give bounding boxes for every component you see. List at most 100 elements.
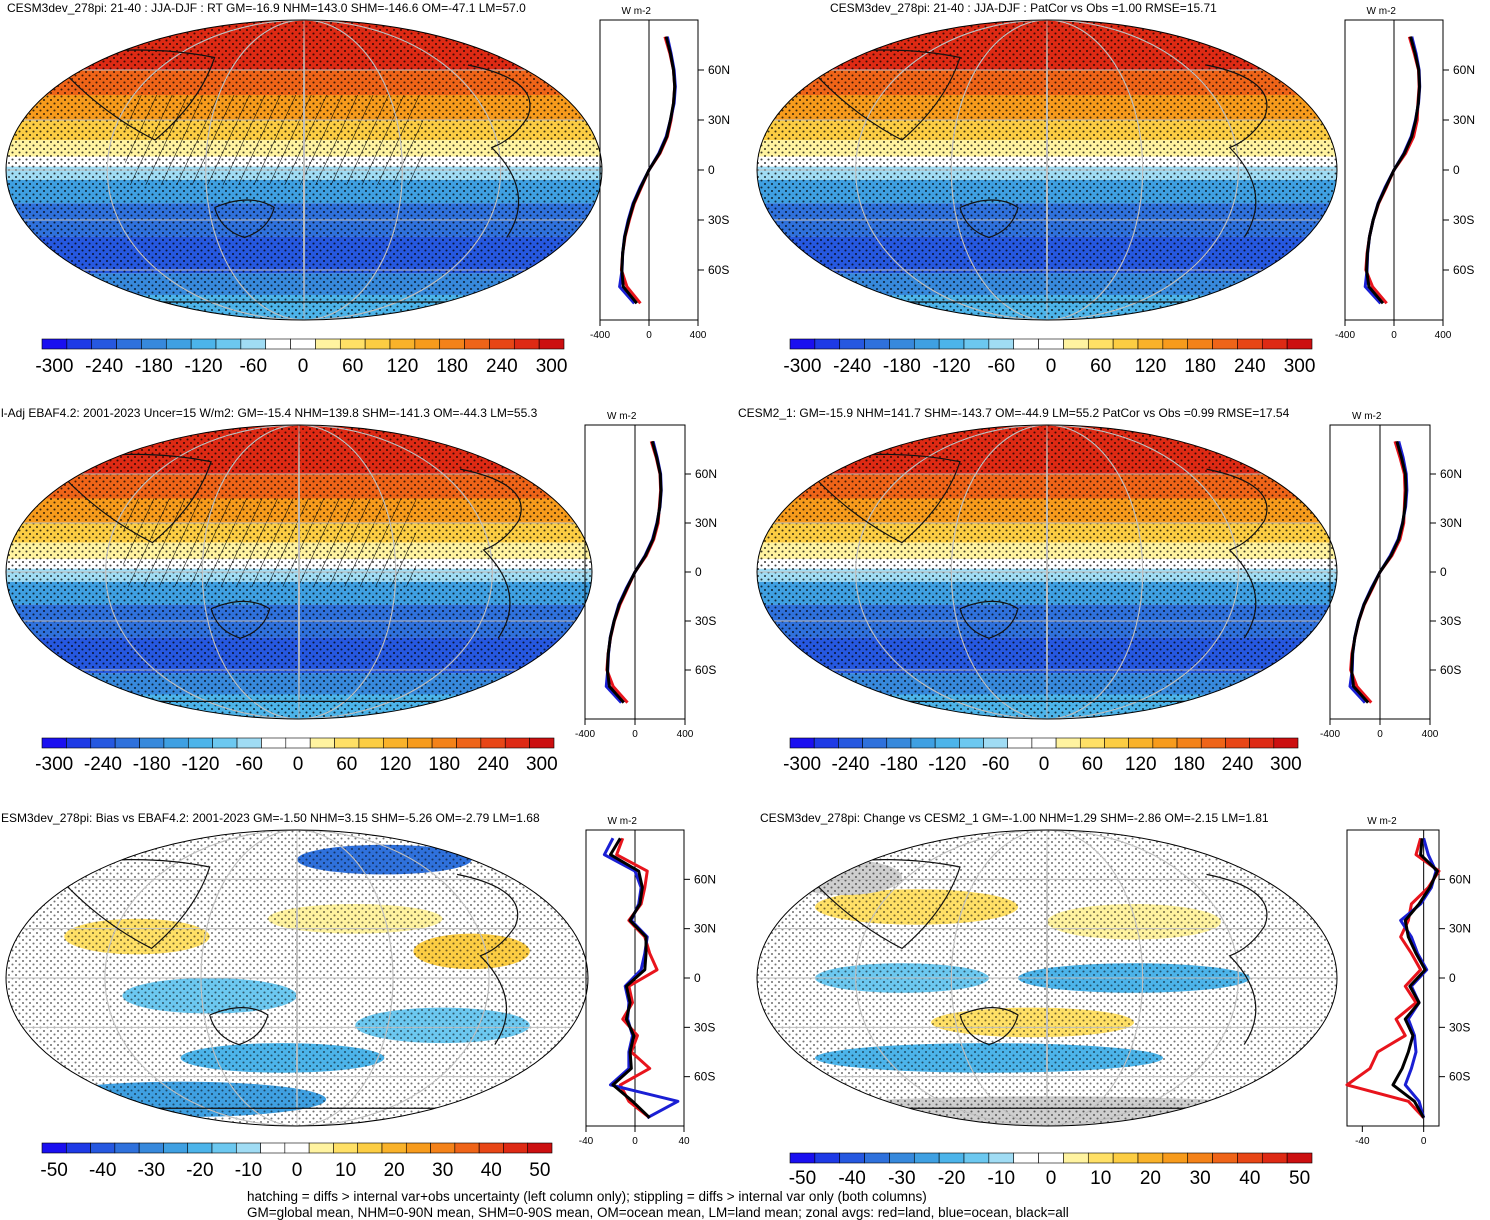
colorbar-tick-label: -180 xyxy=(883,356,921,377)
zonal-ytick-label: 30S xyxy=(708,213,729,227)
map-outline xyxy=(756,829,1338,1127)
colorbar-swatch xyxy=(1087,338,1114,350)
colorbar-tick-label: 0 xyxy=(293,754,304,775)
colorbar-swatch xyxy=(1237,1152,1263,1164)
zonal-xtick-label: 0 xyxy=(632,729,638,740)
colorbar-swatch xyxy=(938,338,965,350)
colorbar-swatch xyxy=(163,1142,189,1154)
colorbar-swatch xyxy=(315,338,341,350)
colorbar-tick-label: 30 xyxy=(432,1160,453,1181)
zonal-ytick-label: 60S xyxy=(1453,263,1474,277)
colorbar-tick-label: -60 xyxy=(236,754,263,775)
zonal-xtick-label: 40 xyxy=(678,1136,690,1147)
colorbar-swatch xyxy=(215,338,242,350)
colorbar-swatch xyxy=(1249,737,1275,749)
zonal-series-all xyxy=(605,440,663,704)
colorbar-swatch xyxy=(478,1142,504,1154)
colorbar-swatch xyxy=(864,338,890,350)
colorbar-swatch xyxy=(456,737,482,749)
coastline xyxy=(959,1007,1019,1046)
colorbar-swatch xyxy=(236,737,262,749)
zonal-ytick-label: 0 xyxy=(1453,163,1460,177)
zonal-xtick-label: 400 xyxy=(690,330,707,341)
colorbar-p4: -300 -240 -180 -120 -60 0 60 120 180 240 300 xyxy=(783,737,1302,775)
colorbar-swatch xyxy=(1225,737,1250,749)
colorbar-swatch xyxy=(1286,1152,1313,1164)
map-p5 xyxy=(5,829,589,1127)
colorbar-tick-label: 120 xyxy=(1135,356,1167,377)
coastline xyxy=(1206,64,1268,238)
colorbar-swatch xyxy=(934,737,960,749)
graticule-lon xyxy=(105,425,493,719)
zonal-units-label: W m-2 xyxy=(1367,816,1397,827)
colorbar-swatch xyxy=(963,338,990,350)
colorbar-swatch xyxy=(364,338,391,350)
colorbar-swatch xyxy=(1137,338,1164,350)
coastline xyxy=(959,600,1019,639)
zonal-ytick-label: 60N xyxy=(1453,63,1475,77)
colorbar-swatch xyxy=(464,338,490,350)
colorbar-swatch xyxy=(910,737,936,749)
colorbar-swatch xyxy=(383,737,409,749)
colorbar-swatch xyxy=(261,737,287,749)
colorbar-swatch xyxy=(114,737,140,749)
colorbar-swatch xyxy=(1162,1152,1189,1164)
colorbar-tick-label: 60 xyxy=(1082,754,1103,775)
colorbar-tick-label: 300 xyxy=(1284,356,1316,377)
colorbar-tick-label: 240 xyxy=(1222,754,1254,775)
colorbar-tick-label: 0 xyxy=(1046,1168,1057,1189)
colorbar-swatch xyxy=(527,1142,553,1154)
colorbar-swatch xyxy=(389,338,416,350)
panel-title-p5: ESM3dev_278pi: Bias vs EBAF4.2: 2001-202… xyxy=(1,811,540,825)
colorbar-swatch xyxy=(1112,1152,1139,1164)
colorbar-swatch xyxy=(1055,737,1081,749)
colorbar-tick-label: -180 xyxy=(880,754,918,775)
colorbar-swatch xyxy=(90,737,116,749)
zonal-ytick-label: 60S xyxy=(708,263,729,277)
map-outline xyxy=(5,19,603,321)
map-outline xyxy=(756,19,1338,321)
colorbar-swatch xyxy=(1038,1152,1064,1164)
colorbar-swatch xyxy=(309,737,335,749)
colorbar-swatch xyxy=(538,338,565,350)
colorbar-swatch xyxy=(414,338,441,350)
colorbar-tick-label: 300 xyxy=(536,356,568,377)
colorbar-tick-label: 50 xyxy=(529,1160,550,1181)
graticule-lon xyxy=(855,830,1239,1126)
zonal-plot-p2: W m-2 -400 0 400 60N 30N 0 30S 60S xyxy=(1335,6,1475,341)
hatch-overlay xyxy=(125,95,424,185)
coastline xyxy=(1206,873,1268,1045)
colorbar-swatch xyxy=(1137,1152,1164,1164)
colorbar-tick-label: -300 xyxy=(35,754,73,775)
zonal-series-all xyxy=(609,837,651,1119)
zonal-ytick-label: 30N xyxy=(694,922,716,936)
colorbar-swatch xyxy=(1063,338,1089,350)
colorbar-tick-label: -120 xyxy=(933,356,971,377)
colorbar-tick-label: -20 xyxy=(938,1168,965,1189)
zonal-ytick-label: 30N xyxy=(708,113,730,127)
panel-title-p2: CESM3dev_278pi: 21-40 : JJA-DJF : PatCor… xyxy=(830,1,1217,15)
colorbar-swatch xyxy=(1261,338,1288,350)
colorbar-swatch xyxy=(334,737,360,749)
colorbar-swatch xyxy=(1013,1152,1039,1164)
zonal-series-land xyxy=(1349,440,1407,704)
colorbar-tick-label: -120 xyxy=(181,754,219,775)
coastline xyxy=(1206,468,1268,639)
colorbar-swatch xyxy=(212,737,238,749)
colorbar-tick-label: 20 xyxy=(384,1160,405,1181)
zonal-xtick-label: -40 xyxy=(1355,1136,1370,1147)
coastline xyxy=(800,453,961,544)
graticule-lon xyxy=(950,20,1144,320)
zonal-xtick-label: -40 xyxy=(579,1136,594,1147)
graticule-lon xyxy=(855,425,1239,719)
zonal-xtick-label: 400 xyxy=(677,729,694,740)
colorbar-swatch xyxy=(886,737,912,749)
zonal-plot-p3: W m-2 -400 0 400 60N 30N 0 30S 60S xyxy=(575,411,717,740)
map-p6 xyxy=(756,829,1338,1127)
colorbar-swatch xyxy=(1212,1152,1238,1164)
colorbar-swatch xyxy=(959,737,984,749)
colorbar-swatch xyxy=(41,1142,67,1154)
colorbar-tick-label: 60 xyxy=(342,356,363,377)
